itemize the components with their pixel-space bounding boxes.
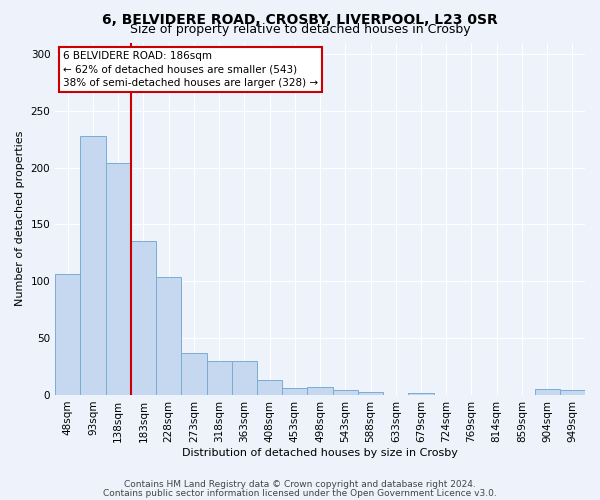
Bar: [332, 390, 358, 395]
Text: Contains HM Land Registry data © Crown copyright and database right 2024.: Contains HM Land Registry data © Crown c…: [124, 480, 476, 489]
Bar: [55, 274, 80, 395]
Bar: [535, 390, 560, 395]
Bar: [358, 392, 383, 395]
Text: Contains public sector information licensed under the Open Government Licence v3: Contains public sector information licen…: [103, 488, 497, 498]
Text: 6 BELVIDERE ROAD: 186sqm
← 62% of detached houses are smaller (543)
38% of semi-: 6 BELVIDERE ROAD: 186sqm ← 62% of detach…: [63, 52, 318, 88]
Bar: [560, 390, 585, 395]
Text: 6, BELVIDERE ROAD, CROSBY, LIVERPOOL, L23 0SR: 6, BELVIDERE ROAD, CROSBY, LIVERPOOL, L2…: [102, 12, 498, 26]
Bar: [181, 353, 206, 395]
Bar: [106, 163, 131, 395]
Bar: [80, 136, 106, 395]
Bar: [206, 361, 232, 395]
Y-axis label: Number of detached properties: Number of detached properties: [15, 131, 25, 306]
Bar: [282, 388, 307, 395]
Text: Size of property relative to detached houses in Crosby: Size of property relative to detached ho…: [130, 22, 470, 36]
X-axis label: Distribution of detached houses by size in Crosby: Distribution of detached houses by size …: [182, 448, 458, 458]
Bar: [131, 242, 156, 395]
Bar: [257, 380, 282, 395]
Bar: [156, 276, 181, 395]
Bar: [232, 361, 257, 395]
Bar: [307, 387, 332, 395]
Bar: [409, 392, 434, 395]
